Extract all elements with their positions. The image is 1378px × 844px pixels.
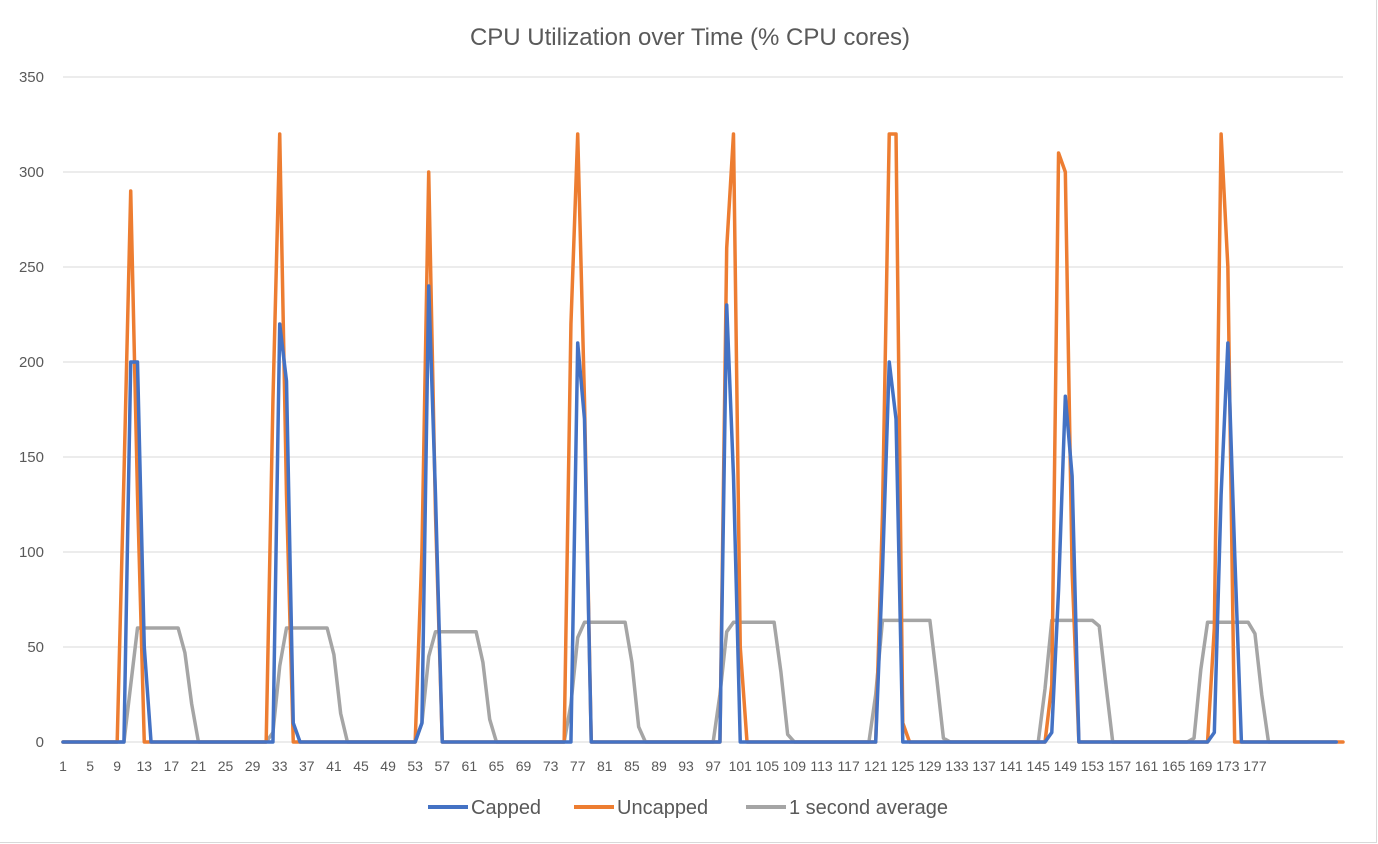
x-tick-label: 153 [1081,758,1105,774]
legend-label: 1 second average [789,797,948,819]
x-tick-label: 101 [729,758,753,774]
x-tick-label: 149 [1054,758,1078,774]
x-tick-label: 49 [380,758,396,774]
x-tick-label: 97 [705,758,721,774]
x-tick-label: 73 [543,758,559,774]
x-tick-label: 169 [1189,758,1213,774]
x-tick-label: 105 [756,758,780,774]
y-tick-label: 350 [19,69,44,86]
x-tick-label: 25 [218,758,234,774]
series-line-capped [61,284,1338,744]
x-tick-label: 85 [624,758,640,774]
x-tick-label: 53 [407,758,423,774]
x-tick-label: 137 [972,758,996,774]
x-tick-label: 117 [837,758,860,774]
x-tick-label: 81 [597,758,613,774]
x-tick-label: 57 [434,758,450,774]
y-axis-ticks: 0 50 100 150 200 250 300 350 [19,69,44,751]
x-tick-label: 89 [651,758,667,774]
x-tick-label: 165 [1162,758,1186,774]
y-tick-label: 300 [19,164,44,181]
legend-item: 1 second average [746,797,948,819]
y-tick-label: 50 [27,639,44,656]
series-line-1-second-average [61,618,1311,744]
x-tick-label: 121 [864,758,888,774]
legend: Capped Uncapped 1 second average [428,797,948,819]
legend-label: Uncapped [617,797,708,819]
y-tick-label: 250 [19,259,44,276]
x-tick-label: 77 [570,758,586,774]
x-tick-label: 17 [164,758,180,774]
x-tick-label: 161 [1135,758,1159,774]
x-tick-label: 173 [1216,758,1240,774]
x-tick-label: 129 [918,758,942,774]
gridlines [63,76,1343,648]
x-tick-label: 61 [462,758,478,774]
legend-item: Uncapped [574,797,708,819]
x-tick-label: 45 [353,758,369,774]
x-tick-label: 33 [272,758,288,774]
x-tick-label: 13 [136,758,152,774]
y-tick-label: 100 [19,544,44,561]
legend-item: Capped [428,797,541,819]
x-tick-label: 9 [113,758,121,774]
x-tick-label: 65 [489,758,505,774]
x-tick-label: 141 [999,758,1023,774]
x-tick-label: 145 [1027,758,1051,774]
x-tick-label: 21 [191,758,207,774]
x-tick-label: 1 [59,758,67,774]
y-tick-label: 150 [19,449,44,466]
x-axis-ticks: 1 5 9 13 17 21 25 29 33 37 41 45 49 53 57 61 65 69 73 77 81 8… [59,758,1267,774]
x-tick-label: 177 [1243,758,1267,774]
y-tick-label: 200 [19,354,44,371]
x-tick-label: 69 [516,758,532,774]
x-tick-label: 5 [86,758,94,774]
x-tick-label: 29 [245,758,261,774]
chart-title: CPU Utilization over Time (% CPU cores) [470,24,910,51]
x-tick-label: 41 [326,758,342,774]
x-tick-label: 93 [678,758,694,774]
x-tick-label: 37 [299,758,315,774]
series-layer [61,132,1345,744]
x-tick-label: 133 [945,758,969,774]
y-tick-label: 0 [36,734,44,751]
legend-label: Capped [471,797,541,819]
series-line-uncapped [61,132,1345,744]
x-tick-label: 125 [891,758,915,774]
x-tick-label: 157 [1108,758,1132,774]
x-tick-label: 109 [783,758,807,774]
x-tick-label: 113 [810,758,833,774]
